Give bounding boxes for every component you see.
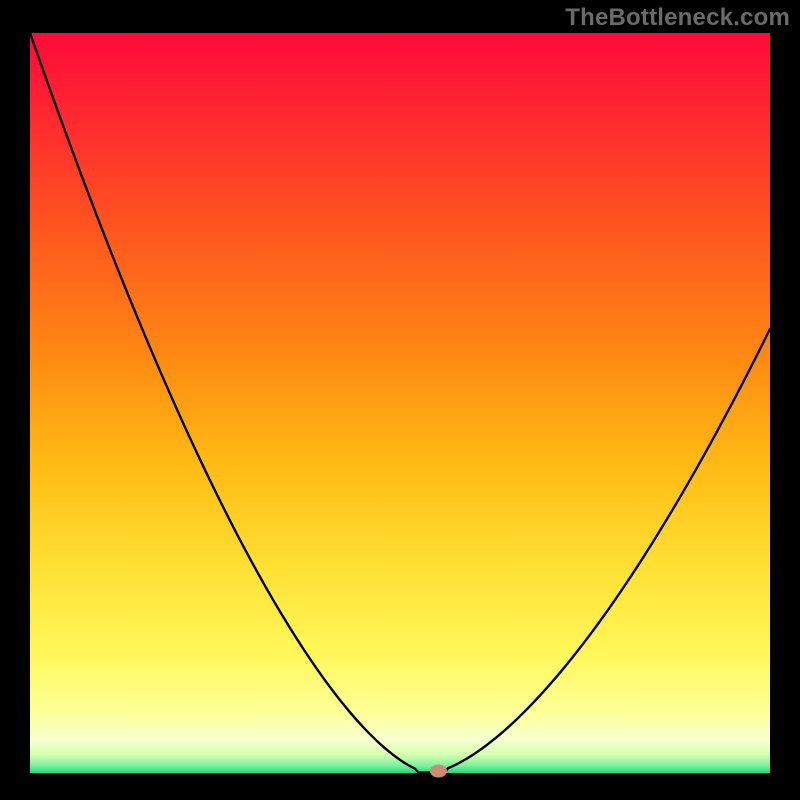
valley-marker bbox=[430, 765, 447, 778]
watermark-text: TheBottleneck.com bbox=[565, 4, 790, 32]
plot-area bbox=[30, 33, 770, 773]
bottleneck-chart bbox=[0, 0, 800, 800]
